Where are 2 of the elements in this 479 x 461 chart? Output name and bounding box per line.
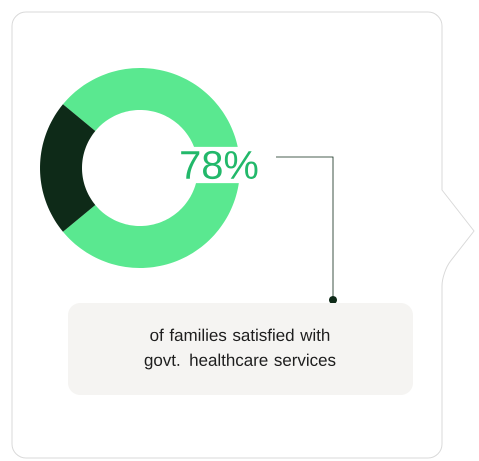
text: of families satisfied with govt. healthcare services: [144, 328, 336, 370]
data-label: 78%: [181, 150, 258, 180]
